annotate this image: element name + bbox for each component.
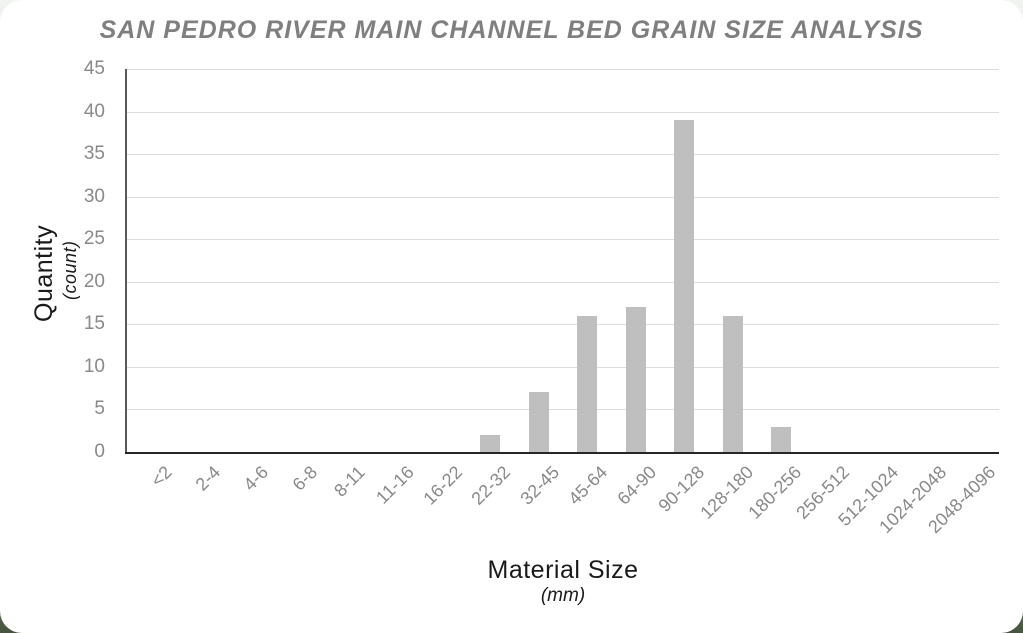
x-axis-title: Material Size bbox=[487, 556, 639, 584]
x-axis-line bbox=[125, 452, 999, 454]
x-tick-label: 180-256 bbox=[744, 462, 806, 523]
bar bbox=[674, 120, 695, 452]
gridline bbox=[127, 281, 999, 283]
x-tick-label: 32-45 bbox=[516, 462, 563, 509]
x-tick-label: 11-16 bbox=[371, 462, 418, 508]
bar bbox=[771, 426, 791, 452]
gridline bbox=[127, 154, 999, 156]
gridline bbox=[127, 196, 999, 198]
gridline bbox=[127, 239, 999, 241]
x-tick-label: 6-8 bbox=[288, 462, 321, 495]
gridline bbox=[127, 324, 999, 326]
x-tick-label: 2-4 bbox=[191, 462, 224, 495]
y-tick-label: 5 bbox=[94, 398, 105, 420]
x-tick-label: 64-90 bbox=[613, 462, 660, 509]
bar bbox=[528, 392, 549, 452]
gridline bbox=[127, 409, 999, 411]
y-axis-line bbox=[125, 69, 127, 454]
y-tick-label: 40 bbox=[83, 100, 105, 122]
gridline bbox=[127, 366, 999, 368]
y-tick-label: 0 bbox=[94, 441, 105, 462]
bar bbox=[480, 435, 501, 452]
bar bbox=[625, 307, 646, 452]
gridline bbox=[127, 111, 999, 113]
chart-title: SAN PEDRO RIVER MAIN CHANNEL BED GRAIN S… bbox=[99, 16, 924, 44]
x-tick-label: 16-22 bbox=[419, 462, 467, 509]
y-tick-label: 15 bbox=[83, 313, 105, 335]
y-tick-label: 25 bbox=[83, 228, 105, 250]
x-tick-label: 8-11 bbox=[330, 462, 370, 501]
x-tick-label: 4-6 bbox=[239, 462, 273, 495]
y-tick-label: 45 bbox=[83, 58, 105, 79]
gridline bbox=[127, 69, 999, 70]
x-tick-label: 45-64 bbox=[564, 462, 612, 509]
bar bbox=[577, 315, 598, 452]
x-axis-unit: (mm) bbox=[540, 585, 586, 606]
y-tick-label: 35 bbox=[83, 143, 105, 165]
bar bbox=[722, 315, 743, 452]
x-tick-label: 128-180 bbox=[695, 462, 757, 523]
y-tick-label: 30 bbox=[83, 185, 105, 207]
y-tick-label: 20 bbox=[83, 270, 105, 292]
x-tick-label: <2 bbox=[146, 462, 176, 491]
y-tick-label: 10 bbox=[83, 355, 105, 377]
x-tick-label: 22-32 bbox=[467, 462, 515, 509]
